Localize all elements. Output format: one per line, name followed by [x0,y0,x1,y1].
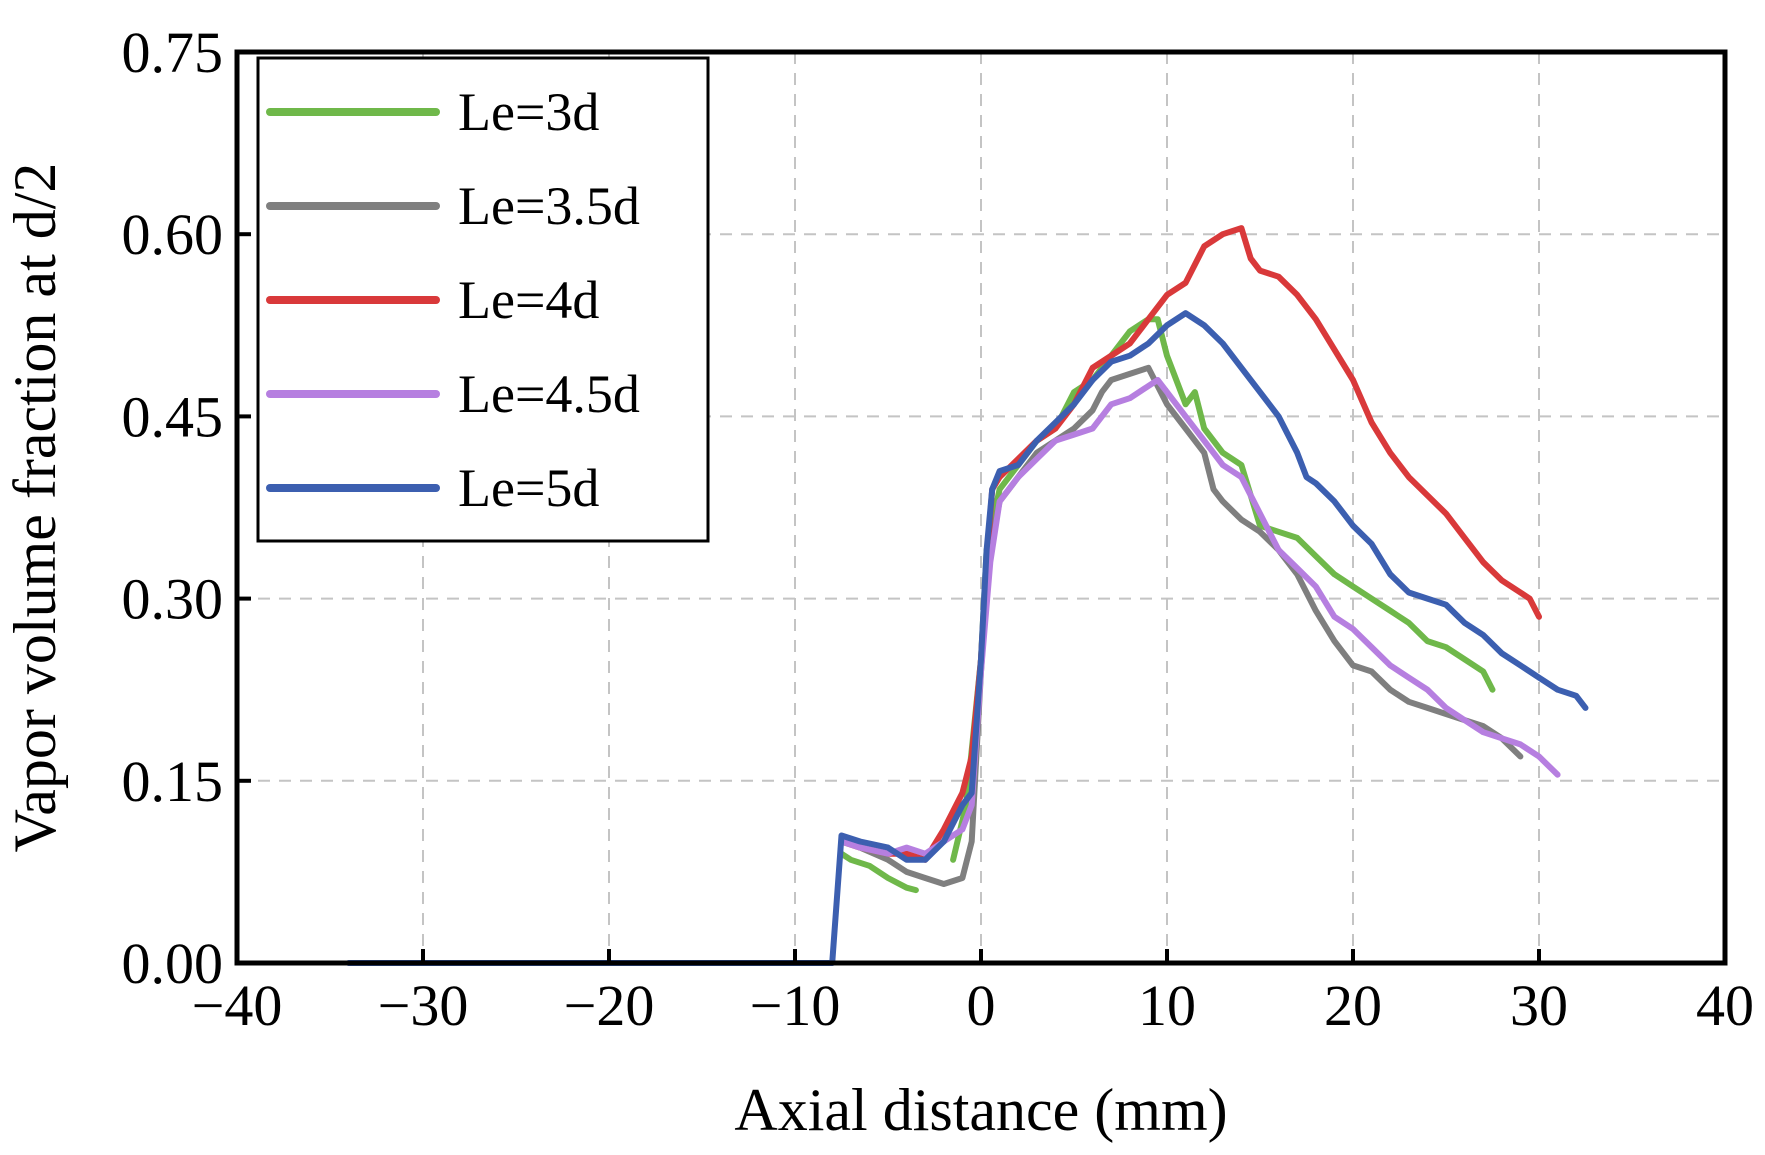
x-axis: −40 −30 −20 −10 0 10 20 30 40 [192,949,1754,1038]
series-group [345,225,1589,966]
grid [237,52,1725,963]
y-tick-label: 0.75 [122,20,224,85]
x-tick-label: 30 [1510,973,1568,1038]
legend-label: Le=4d [458,270,599,330]
series-line-Le3d [950,316,1496,863]
x-tick-label: −30 [378,973,469,1038]
series-line-Le3d [838,850,919,894]
legend-label: Le=5d [458,458,599,518]
x-tick-label: −40 [192,973,283,1038]
legend-label: Le=3.5d [458,176,640,236]
y-tick-label: 0.60 [122,202,224,267]
y-tick-label: 0.30 [122,567,224,632]
y-axis-title: Vapor volume fraction at d/2 [2,163,68,853]
x-tick-label: 10 [1138,973,1196,1038]
legend: Le=3d Le=3.5d Le=4d Le=4.5d Le=5d [256,56,710,543]
series-line-Le4d [838,225,1542,863]
x-tick-label: −20 [564,973,655,1038]
x-tick-label: 0 [967,973,996,1038]
y-tick-label: 0.15 [122,749,224,814]
y-axis: 0.00 0.15 0.30 0.45 0.60 0.75 [122,20,251,996]
x-tick-label: 40 [1696,973,1754,1038]
legend-label: Le=3d [458,82,599,142]
y-tick-label: 0.45 [122,384,224,449]
series-line-Le5d [345,310,1589,966]
x-tick-label: −10 [750,973,841,1038]
series-line-Le3-5d [838,364,1524,887]
series-line-Le4-5d [838,377,1561,857]
y-tick-label: 0.00 [122,931,224,996]
x-axis-title: Axial distance (mm) [734,1077,1227,1143]
legend-label: Le=4.5d [458,364,640,424]
x-tick-label: 20 [1324,973,1382,1038]
